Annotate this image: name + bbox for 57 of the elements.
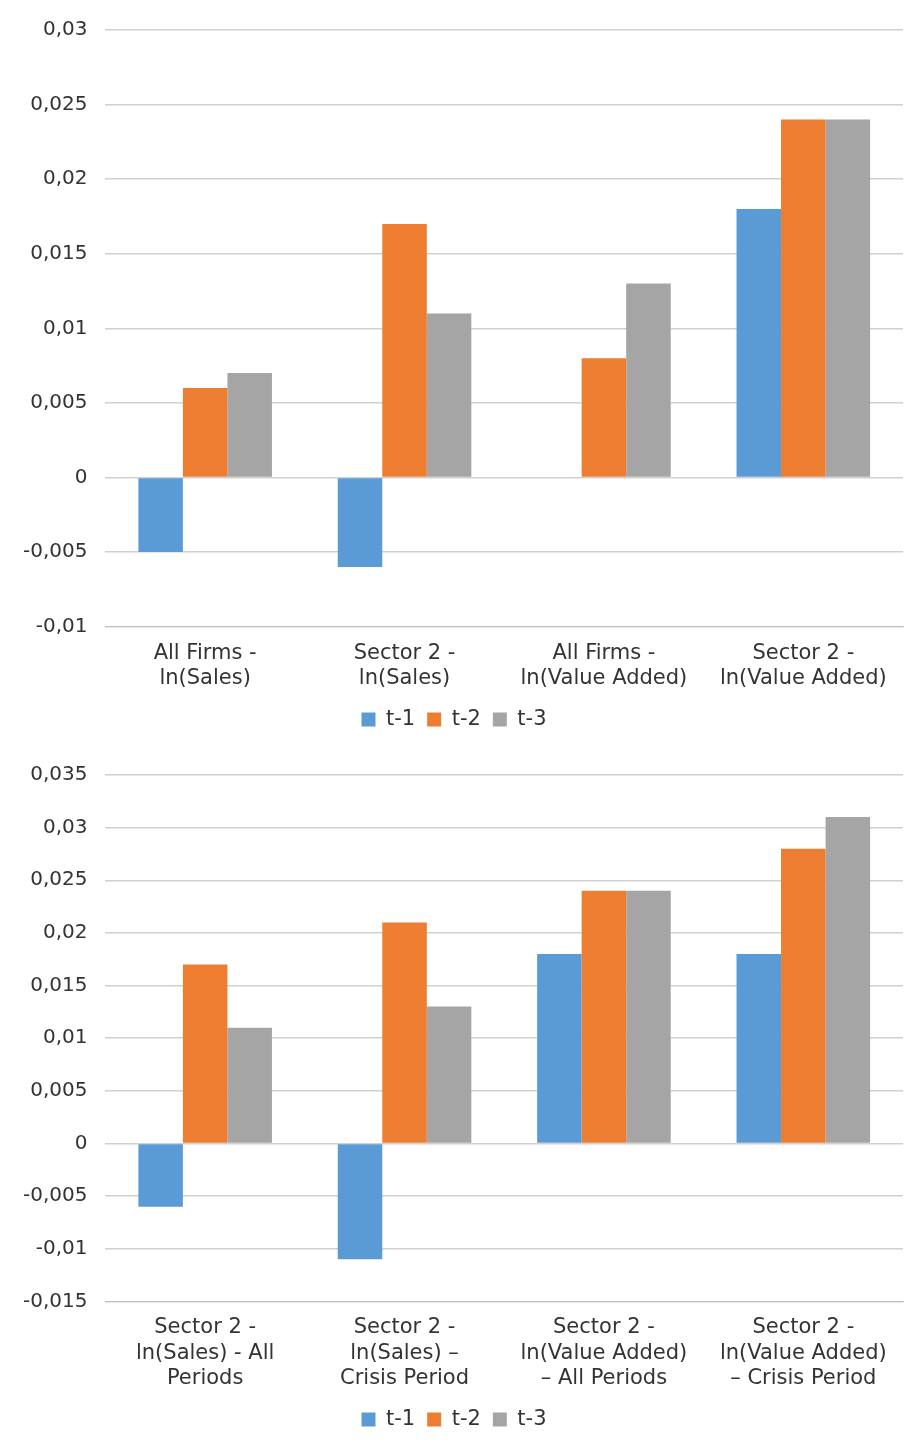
bar	[426, 313, 472, 477]
bar	[138, 1144, 183, 1207]
bar	[138, 478, 183, 553]
bar	[736, 953, 782, 1143]
bar	[581, 890, 627, 1143]
legend-label: t-1	[385, 705, 416, 730]
bar	[537, 953, 582, 1143]
legend-label: t-2	[451, 705, 481, 730]
legend-label: t-2	[451, 1405, 481, 1430]
bar	[581, 358, 627, 477]
bar	[825, 119, 871, 477]
x-tick-label: Sector 2 - ln(Sales)	[353, 639, 456, 689]
bar	[337, 1144, 383, 1260]
y-tick-label: 0	[74, 463, 88, 488]
bar	[781, 119, 826, 477]
y-tick-label: 0,03	[42, 16, 88, 41]
bar	[337, 478, 383, 567]
x-tick-label: Sector 2 - ln(Value Added)	[719, 639, 887, 689]
y-tick-label: 0,015	[30, 971, 88, 996]
y-tick-label: -0,005	[22, 538, 88, 563]
y-tick-label: 0,005	[30, 389, 88, 414]
bar	[736, 208, 782, 477]
y-tick-label: 0,025	[30, 866, 88, 891]
y-tick-label: 0,03	[42, 813, 88, 838]
y-tick-label: 0,035	[30, 761, 88, 786]
bar	[382, 922, 427, 1143]
y-tick-label: -0,01	[35, 612, 88, 637]
x-tick-label: All Firms - ln(Sales)	[153, 639, 257, 689]
x-tick-label: Sector 2 - ln(Sales) - All Periods	[135, 1314, 275, 1389]
bar	[426, 1006, 472, 1143]
x-tick-label: Sector 2 - ln(Value Added) – Crisis Period	[719, 1314, 887, 1389]
y-tick-label: 0	[74, 1129, 88, 1154]
y-tick-label: 0,015	[30, 239, 88, 264]
legend-label: t-3	[517, 1405, 547, 1430]
y-tick-label: 0,01	[42, 314, 88, 339]
y-tick-label: -0,005	[22, 1182, 88, 1207]
bar	[626, 283, 671, 477]
legend-label: t-3	[517, 705, 547, 730]
y-tick-label: 0,01	[42, 1024, 88, 1049]
y-tick-label: 0,02	[42, 919, 88, 944]
bar	[825, 817, 871, 1143]
y-tick-label: -0,015	[22, 1287, 88, 1312]
x-tick-label: Sector 2 - ln(Value Added) – All Periods	[520, 1314, 688, 1389]
y-tick-label: 0,02	[42, 165, 88, 190]
legend-label: t-1	[385, 1405, 416, 1430]
y-tick-label: -0,01	[35, 1234, 88, 1259]
x-tick-label: Sector 2 - ln(Sales) – Crisis Period	[340, 1314, 470, 1389]
bar	[182, 964, 228, 1143]
bar	[382, 223, 427, 477]
bar	[781, 848, 826, 1143]
bar	[227, 1027, 272, 1143]
y-tick-label: 0,005	[30, 1077, 88, 1102]
bar	[626, 890, 671, 1143]
bar	[227, 373, 272, 477]
bar	[182, 387, 228, 477]
y-tick-label: 0,025	[30, 90, 88, 115]
x-tick-label: All Firms - ln(Value Added)	[520, 639, 688, 689]
